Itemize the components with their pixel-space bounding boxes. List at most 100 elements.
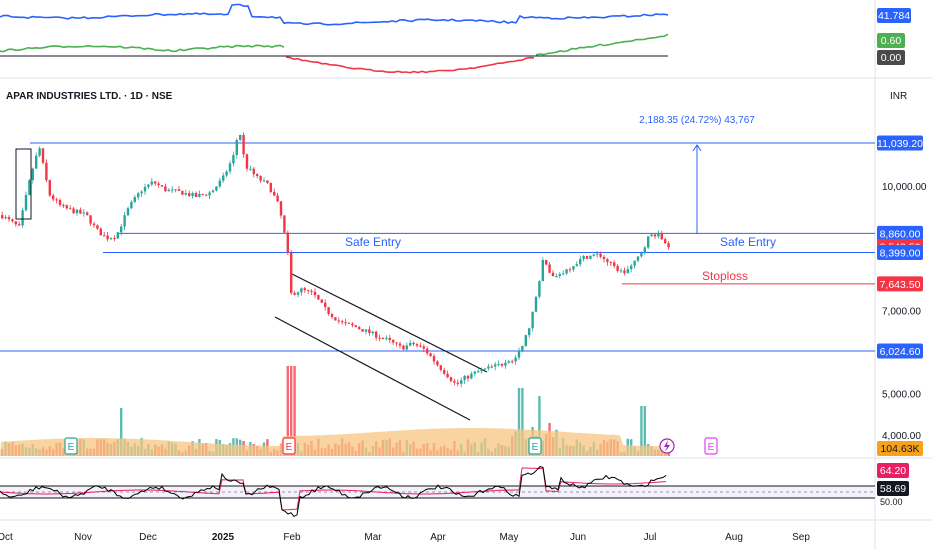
candle-body bbox=[218, 180, 221, 187]
candle-body bbox=[466, 375, 470, 379]
candle-body bbox=[568, 269, 572, 271]
symbol-title: APAR INDUSTRIES LTD. · 1D · NSE bbox=[6, 91, 173, 102]
candle-body bbox=[337, 320, 340, 322]
candle-body bbox=[106, 235, 109, 240]
candle-body bbox=[490, 366, 493, 368]
candle-body bbox=[293, 292, 296, 295]
candle-body bbox=[35, 155, 38, 169]
candle-body bbox=[463, 375, 466, 381]
candle-body bbox=[300, 288, 303, 293]
candle-body bbox=[630, 265, 633, 270]
earnings-event-marker[interactable]: E bbox=[528, 437, 542, 455]
candle-body bbox=[541, 260, 544, 282]
candle-body bbox=[154, 181, 157, 184]
candle-body bbox=[259, 175, 262, 181]
candle-body bbox=[453, 380, 456, 383]
candle-body bbox=[55, 199, 58, 201]
candle-body bbox=[385, 337, 388, 339]
highlight-box[interactable] bbox=[15, 148, 32, 220]
top-indicator-pane[interactable]: 41.784 0.60 0.00 bbox=[0, 3, 911, 74]
candle-body bbox=[75, 209, 79, 214]
earnings-event-marker[interactable]: E bbox=[64, 437, 78, 455]
lightning-event-marker[interactable] bbox=[659, 438, 675, 454]
candle-body bbox=[347, 322, 351, 324]
candle-body bbox=[388, 337, 391, 340]
rsi-ma-line bbox=[0, 467, 667, 511]
candle-body bbox=[1, 215, 4, 219]
candle-body bbox=[626, 269, 629, 274]
candle-body bbox=[449, 377, 453, 381]
candle-body bbox=[528, 328, 531, 336]
candle-body bbox=[249, 168, 252, 170]
candle-body bbox=[324, 302, 327, 308]
candle-body bbox=[232, 154, 235, 164]
candle-body bbox=[354, 325, 357, 328]
candle-body bbox=[174, 189, 177, 191]
candle-body bbox=[575, 264, 578, 267]
price-tag-label: 8,860.00 bbox=[880, 228, 921, 240]
candle-body bbox=[201, 194, 204, 196]
earnings-event-marker[interactable]: E bbox=[704, 437, 718, 455]
candle-body bbox=[205, 194, 208, 196]
candle-body bbox=[429, 353, 432, 357]
event-label: E bbox=[286, 442, 293, 453]
candle-body bbox=[613, 262, 616, 266]
candle-body bbox=[368, 329, 371, 334]
candle-body bbox=[636, 256, 640, 261]
price-tag-label: 8,399.00 bbox=[880, 248, 921, 260]
month-label: Feb bbox=[283, 532, 301, 543]
candle-body bbox=[538, 281, 541, 297]
candle-body bbox=[364, 329, 368, 332]
candle-body bbox=[473, 371, 476, 374]
candle-body bbox=[392, 339, 395, 343]
measure-label: 2,188.35 (24.72%) 43,767 bbox=[639, 115, 755, 126]
candle-body bbox=[28, 180, 31, 195]
volume-bar bbox=[521, 388, 524, 456]
price-scale[interactable]: 11,039.2010,000.008,860.008,543.508,399.… bbox=[877, 135, 927, 442]
month-label: 2025 bbox=[212, 532, 235, 543]
volume-bar bbox=[120, 408, 123, 456]
price-pane[interactable]: APAR INDUSTRIES LTD. · 1D · NSE INR Safe… bbox=[0, 91, 927, 456]
price-tag bbox=[877, 245, 923, 261]
descending-channel[interactable] bbox=[274, 272, 488, 421]
price-tag bbox=[877, 225, 923, 241]
candle-body bbox=[79, 209, 82, 214]
price-tick-label: 4,000.00 bbox=[882, 431, 921, 442]
rsi-pane[interactable]: 64.20 58.69 50.00 bbox=[0, 463, 909, 518]
candle-body bbox=[643, 247, 646, 254]
candle-body bbox=[609, 262, 612, 264]
candle-body bbox=[497, 364, 500, 366]
candle-body bbox=[521, 345, 524, 352]
candle-body bbox=[494, 364, 497, 367]
indicator-green-line bbox=[0, 33, 669, 56]
channel-lower-line bbox=[274, 316, 471, 421]
candle-body bbox=[21, 210, 24, 226]
indicator-blue-line bbox=[0, 3, 669, 26]
candle-body bbox=[470, 373, 473, 379]
candle-body bbox=[514, 357, 517, 362]
candle-body bbox=[402, 345, 405, 350]
candle-body bbox=[123, 215, 126, 227]
price-tag bbox=[877, 135, 923, 151]
candle-body bbox=[7, 217, 11, 220]
time-axis[interactable]: Oct Nov Dec 2025 Feb Mar Apr May Jun Jul Aug Sep bbox=[0, 532, 810, 543]
rsi-line bbox=[0, 466, 667, 518]
volume-ma-area bbox=[0, 428, 668, 456]
candle-body bbox=[446, 373, 449, 378]
safe-entry-right-label: Safe Entry bbox=[720, 235, 776, 249]
earnings-event-marker[interactable]: E bbox=[282, 437, 296, 455]
measure-tool[interactable]: 2,188.35 (24.72%) 43,767 bbox=[639, 115, 755, 234]
price-tag-label: 7,643.50 bbox=[880, 279, 921, 291]
candle-body bbox=[483, 368, 487, 370]
candle-body bbox=[313, 291, 317, 296]
candles bbox=[1, 132, 670, 388]
zero-value-label: 0.00 bbox=[881, 52, 902, 64]
candle-body bbox=[157, 183, 160, 186]
candle-body bbox=[86, 212, 89, 216]
candle-body bbox=[378, 337, 381, 339]
candle-body bbox=[262, 180, 266, 182]
candle-body bbox=[664, 239, 667, 244]
candle-body bbox=[290, 252, 293, 293]
